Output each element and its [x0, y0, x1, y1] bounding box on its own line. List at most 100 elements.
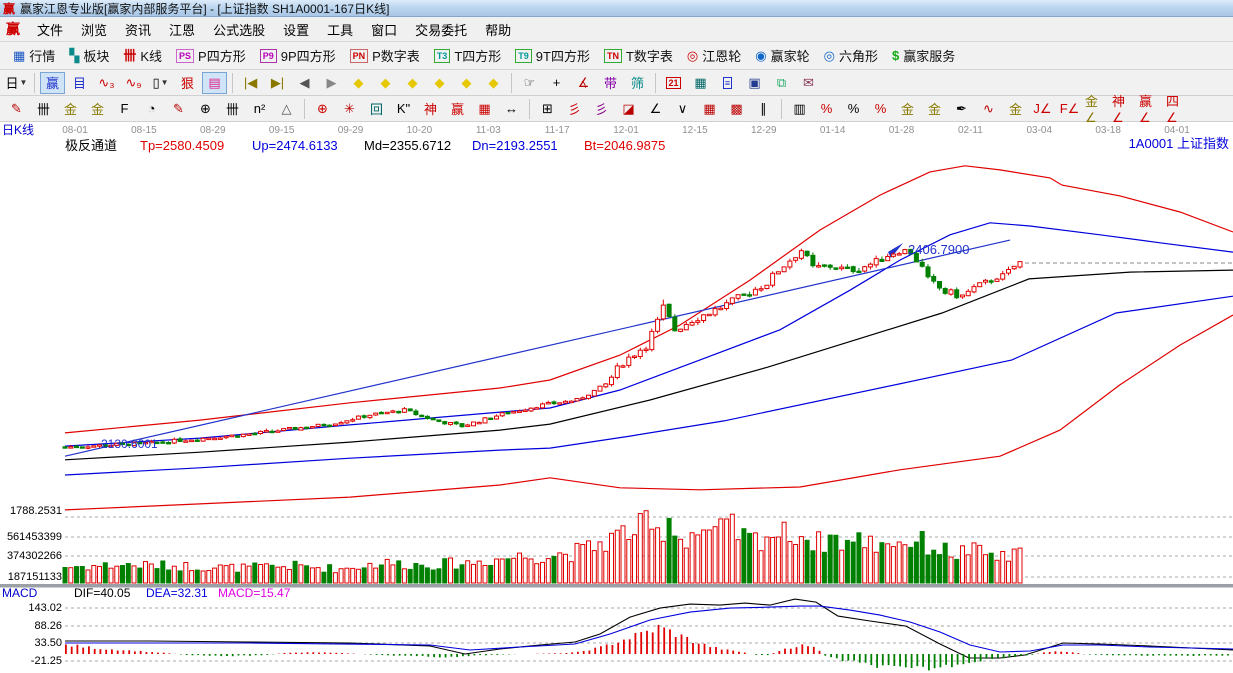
ying-lines-button[interactable]: 赢	[445, 98, 470, 120]
kline-chart-canvas[interactable]: 08-01 08-15 08-29 09-15 09-29 10-20 11-03 11-17…	[0, 122, 1233, 673]
feature-winner-wheel-button[interactable]: ◉ 赢家轮	[748, 44, 816, 67]
drag-hand-button[interactable]: ☞	[517, 72, 542, 94]
zoom-in-diamond-button[interactable]: ◆	[373, 72, 398, 94]
f-angle-button[interactable]: F∠	[1057, 98, 1082, 120]
menu-8[interactable]: 交易委托	[415, 22, 468, 38]
multi-chart-9-button[interactable]: ∿₉	[121, 72, 146, 94]
menu-7[interactable]: 窗口	[371, 22, 398, 38]
gann-grid-lines-button[interactable]: 卌	[31, 98, 56, 120]
title-bar[interactable]: 赢 赢家江恩专业版[赢家内部服务平台] - [上证指数 SH1A0001-167…	[0, 0, 1233, 17]
wave-ruler-button[interactable]: ∿	[976, 98, 1001, 120]
feature-quotes-button[interactable]: ▦ 行情	[6, 44, 62, 67]
gold-extension-lines-button[interactable]: 金	[85, 98, 110, 120]
chart-area[interactable]: 08-01 08-15 08-29 09-15 09-29 10-20 11-03 11-17…	[0, 122, 1233, 673]
square-of-n-button[interactable]: n²	[247, 98, 272, 120]
angle-ruler-button[interactable]: △	[274, 98, 299, 120]
feature-winner-service-button[interactable]: $ 赢家服务	[885, 44, 962, 67]
expand-v-diamond-button[interactable]: ◆	[454, 72, 479, 94]
feature-t-square-button[interactable]: T3 T四方形	[427, 44, 508, 67]
width-measure-button[interactable]: ↔	[499, 98, 524, 120]
feature-p-number-table-button[interactable]: PN P数字表	[343, 44, 427, 67]
price-lines-button[interactable]: 卌	[220, 98, 245, 120]
gann-target-button[interactable]: ⊕	[310, 98, 335, 120]
menu-6[interactable]: 工具	[327, 22, 354, 38]
ray-fan-purple-button[interactable]: 彡	[589, 98, 614, 120]
percent-lines-button[interactable]: %	[868, 98, 893, 120]
stats-table-button[interactable]: ▥	[787, 98, 812, 120]
mail-computer-button[interactable]: ✉	[796, 72, 821, 94]
grid-123-button[interactable]: ▦	[472, 98, 497, 120]
grid-dense-button[interactable]: ▦	[697, 98, 722, 120]
menu-5[interactable]: 设置	[283, 22, 310, 38]
feature-9t-square-button[interactable]: T9 9T四方形	[508, 44, 597, 67]
k-quote-button[interactable]: K"	[391, 98, 416, 120]
band-tool-button[interactable]: 带	[598, 72, 623, 94]
feature-t-number-table-button[interactable]: TN T数字表	[597, 44, 680, 67]
info-panel-button[interactable]: 目	[67, 72, 92, 94]
trend-angle-button[interactable]: ∠	[643, 98, 668, 120]
multi-chart-3-button[interactable]: ∿₃	[94, 72, 119, 94]
feature-gann-wheel-button[interactable]: ◎ 江恩轮	[680, 44, 748, 67]
menu-2[interactable]: 资讯	[125, 22, 152, 38]
ray-fan-red-button[interactable]: 彡	[562, 98, 587, 120]
compress-diamond-button[interactable]: ◆	[427, 72, 452, 94]
calendar-21-button[interactable]: 21	[661, 72, 686, 94]
sieve-tool-button[interactable]: 筛	[625, 72, 650, 94]
menu-9[interactable]: 帮助	[485, 22, 512, 38]
fibo-lines-button[interactable]: F	[112, 98, 137, 120]
box-tool-button[interactable]: ⊞	[535, 98, 560, 120]
expand-all-diamond-button[interactable]: ◆	[481, 72, 506, 94]
nav-last-button[interactable]: ▶|	[265, 72, 290, 94]
draw-pen-button[interactable]: ✎	[4, 98, 29, 120]
gold-circle-button[interactable]: 金	[895, 98, 920, 120]
parallel-lines-button[interactable]: ∥	[751, 98, 776, 120]
candle-dropdown-button[interactable]: ▯ ▼	[148, 72, 173, 94]
flag-pen-button[interactable]: ✒	[949, 98, 974, 120]
gold-bars-button[interactable]: 金	[1003, 98, 1028, 120]
zigzag-tool-button[interactable]: ∨	[670, 98, 695, 120]
gann-star-button[interactable]: ✳	[337, 98, 362, 120]
feature-kline-button[interactable]: 卌 K线	[116, 44, 169, 67]
nav-next-button[interactable]: ▶	[319, 72, 344, 94]
menu-4[interactable]: 公式选股	[213, 22, 266, 38]
nav-prev-button[interactable]: ◀	[292, 72, 317, 94]
gann-mode-button[interactable]: 赢	[40, 71, 65, 94]
nav-first-button[interactable]: |◀	[238, 72, 263, 94]
gann-circle-button[interactable]: ⊕	[193, 98, 218, 120]
feature-hexagon-button[interactable]: ◎ 六角形	[817, 44, 885, 67]
save-disk-button[interactable]: ▣	[742, 72, 767, 94]
feature-9p-square-button[interactable]: P9 9P四方形	[253, 44, 343, 67]
spiral-tool-button[interactable]: ◔	[139, 98, 164, 120]
shen-lines-button[interactable]: 神	[418, 98, 443, 120]
square-spiral-button[interactable]: 回	[364, 98, 389, 120]
feature-p-square-button[interactable]: PS P四方形	[169, 44, 253, 67]
hen-mode-button[interactable]: 狠	[175, 72, 200, 94]
gold-ratio-lines-button[interactable]: 金	[58, 98, 83, 120]
menu-1[interactable]: 浏览	[81, 22, 108, 38]
notepad-button[interactable]: ≡	[715, 72, 740, 94]
pen-angle-button[interactable]: ✎	[166, 98, 191, 120]
percent-triangle-button[interactable]: %	[814, 98, 839, 120]
crosshair-button[interactable]: +	[544, 72, 569, 94]
zoom-out-diamond-button[interactable]: ◆	[346, 72, 371, 94]
shen-angle-button[interactable]: 神∠	[1111, 94, 1136, 125]
four-angle-button[interactable]: 四∠	[1165, 94, 1190, 125]
grid-dense-2-button[interactable]: ▩	[724, 98, 749, 120]
percent-tool-button[interactable]: %	[841, 98, 866, 120]
menu-3[interactable]: 江恩	[169, 22, 196, 38]
menu-0[interactable]: 文件	[37, 22, 64, 38]
j-angle-button[interactable]: J∠	[1030, 98, 1055, 120]
ying-angle-button[interactable]: 赢∠	[1138, 94, 1163, 125]
send-network-button[interactable]: ⧉	[769, 72, 794, 94]
calculator-button[interactable]: ▦	[688, 72, 713, 94]
period-day-dropdown-button[interactable]: 日 ▼	[4, 72, 29, 94]
expand-h-diamond-button[interactable]: ◆	[400, 72, 425, 94]
angle-measure-button[interactable]: ∡	[571, 72, 596, 94]
fan-box-button[interactable]: ◪	[616, 98, 641, 120]
user-trendline[interactable]	[64, 239, 1011, 457]
volume-profile-button[interactable]: ▤	[202, 71, 227, 94]
feature-sectors-button[interactable]: ▚ 板块	[62, 44, 116, 67]
gold-angle-button[interactable]: 金∠	[1084, 94, 1109, 125]
pane-separator[interactable]	[0, 584, 1233, 588]
gold-levels-button[interactable]: 金	[922, 98, 947, 120]
